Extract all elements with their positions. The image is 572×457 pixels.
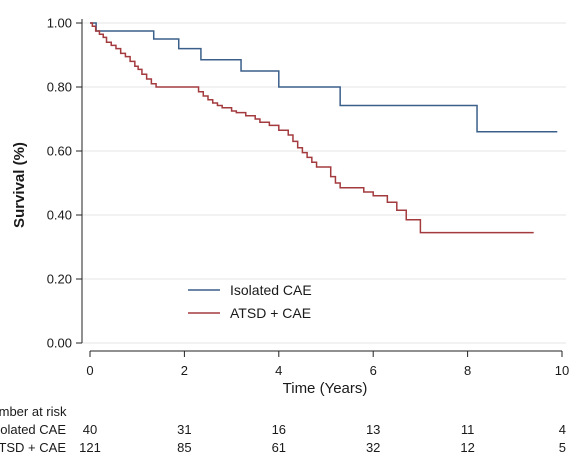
y-tick-label: 0.60: [47, 144, 72, 159]
x-axis-title: Time (Years): [283, 380, 368, 397]
y-tick-label: 0.40: [47, 208, 72, 223]
y-tick-label: 0.80: [47, 80, 72, 95]
x-tick-label: 0: [86, 363, 93, 378]
grid-lines: [82, 22, 566, 344]
risk-count: 121: [79, 440, 101, 455]
risk-count: 31: [177, 422, 191, 437]
legend-label-atsd-cae: ATSD + CAE: [230, 305, 311, 321]
y-axis-title: Survival (%): [11, 142, 28, 228]
risk-count: 11: [461, 422, 475, 437]
risk-table-header: Number at risk: [0, 404, 67, 419]
risk-count: 85: [177, 440, 191, 455]
series-line-atsd-cae: [90, 22, 534, 234]
legend-label-isolated-cae: Isolated CAE: [230, 282, 312, 298]
y-tick-label: 0.00: [47, 336, 72, 351]
x-tick-label: 10: [555, 363, 569, 378]
risk-count: 32: [366, 440, 380, 455]
risk-count: 13: [366, 422, 380, 437]
y-tick-label: 0.20: [47, 272, 72, 287]
risk-row-label-isolated-cae: Isolated CAE: [0, 422, 66, 437]
series-line-isolated-cae: [90, 22, 558, 133]
x-tick-label: 6: [370, 363, 377, 378]
series-group: [90, 22, 558, 234]
x-tick-label: 2: [181, 363, 188, 378]
risk-count: 12: [460, 440, 474, 455]
x-tick-labels: 0 2 4 6 8 10: [86, 363, 569, 378]
y-tick-labels: 0.00 0.20 0.40 0.60 0.80 1.00: [47, 16, 72, 351]
x-tick-label: 8: [464, 363, 471, 378]
risk-count: 16: [272, 422, 286, 437]
risk-count: 4: [559, 422, 566, 437]
x-tick-label: 4: [275, 363, 282, 378]
risk-table: Number at risk Isolated CAE ATSD + CAE 4…: [0, 404, 566, 455]
risk-count: 40: [83, 422, 97, 437]
risk-count: 5: [559, 440, 566, 455]
axes: [76, 19, 563, 357]
risk-count: 61: [272, 440, 286, 455]
legend: Isolated CAE ATSD + CAE: [188, 282, 312, 321]
risk-counts: 40 31 16 13 11 4 121 85 61 32 12 5: [79, 422, 566, 455]
y-tick-label: 1.00: [47, 16, 72, 31]
risk-row-label-atsd-cae: ATSD + CAE: [0, 440, 66, 455]
